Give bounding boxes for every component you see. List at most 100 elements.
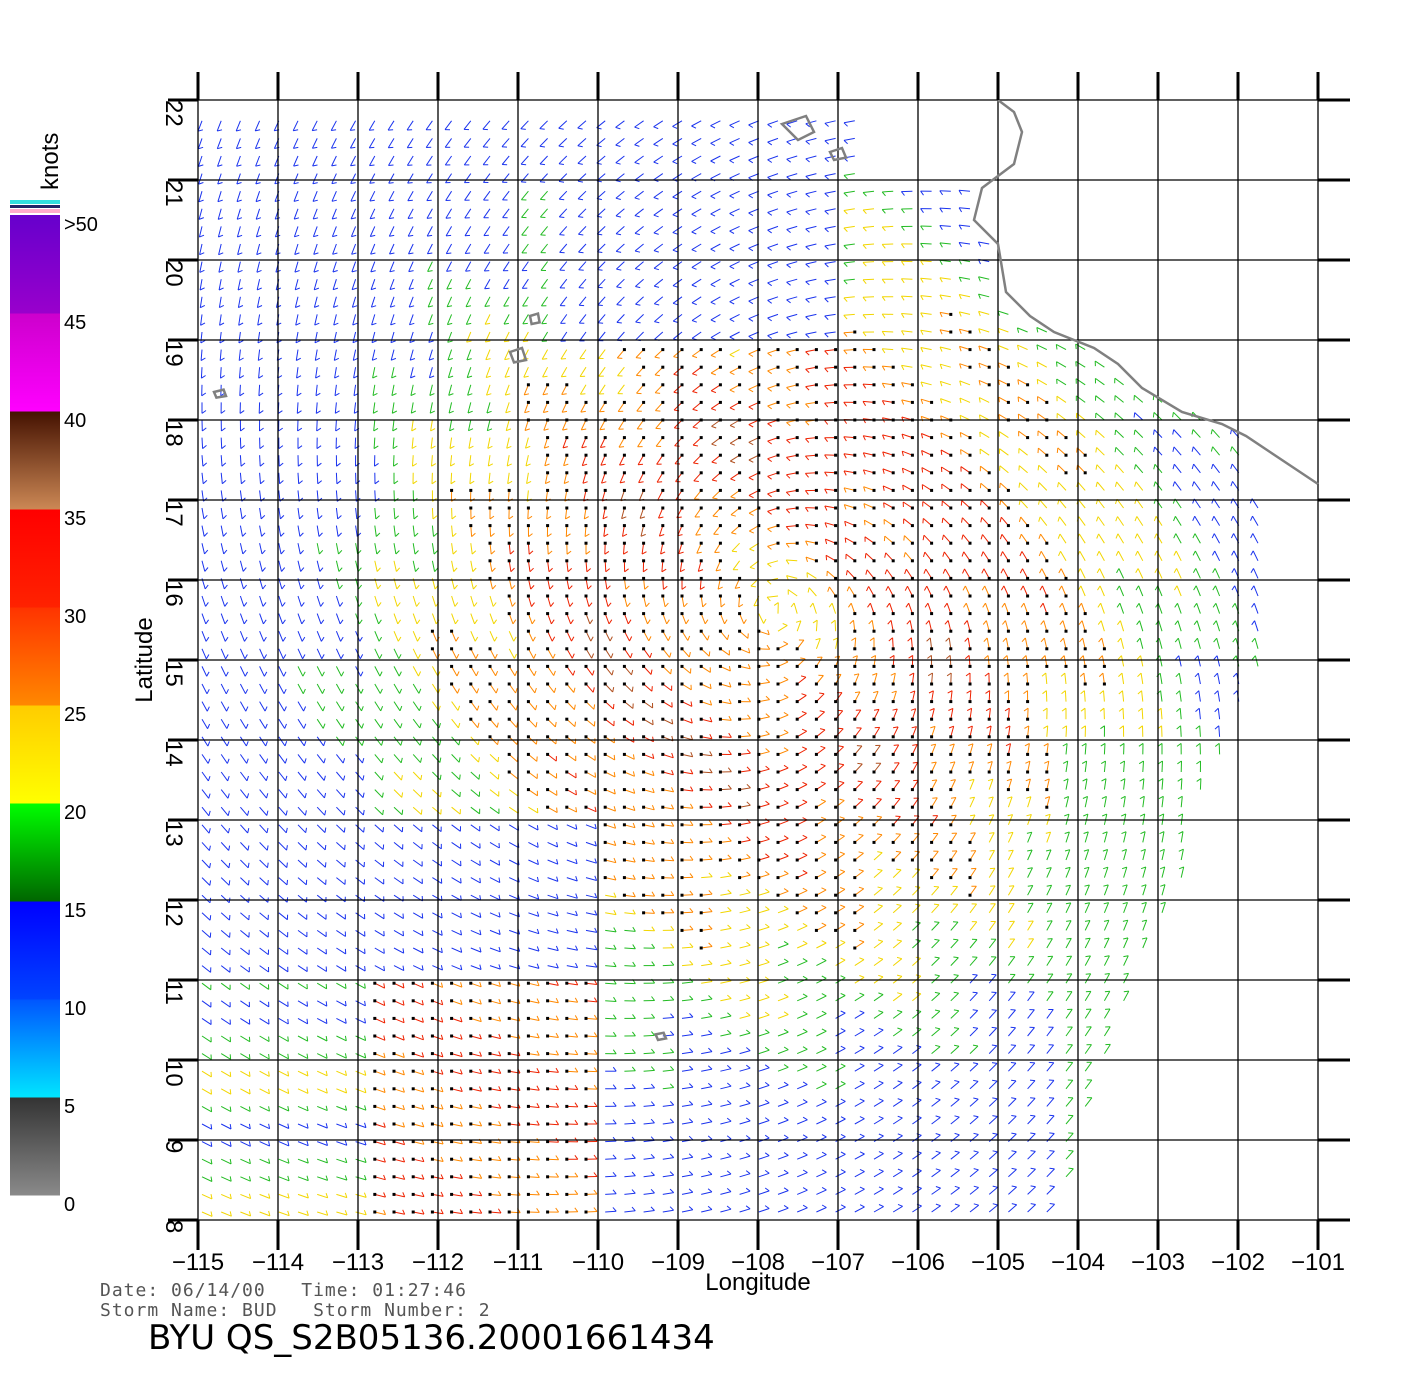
wind-barb-dot: [373, 1087, 377, 1091]
wind-barb-dot: [488, 735, 492, 739]
wind-barb-tick: [460, 1051, 463, 1057]
wind-barb-tick: [284, 741, 288, 747]
wind-barb: [911, 708, 917, 720]
wind-barb: [451, 1105, 463, 1110]
wind-barb-tick: [678, 551, 684, 555]
wind-barb-dot: [968, 559, 972, 563]
wind-barb-tick: [287, 1105, 290, 1112]
wind-barb-tick: [688, 1135, 694, 1141]
wind-barb-tick: [927, 672, 933, 677]
wind-barb-dot: [661, 541, 665, 545]
wind-barb: [890, 620, 894, 632]
wind-barb: [739, 997, 751, 1002]
wind-barb: [796, 694, 807, 703]
wind-barb: [1046, 849, 1052, 861]
wind-barb-tick: [226, 758, 230, 764]
wind-barb-tick: [287, 1123, 290, 1129]
wind-barb-tick: [690, 769, 694, 775]
wind-barb: [220, 1088, 232, 1095]
wind-barb-tick: [730, 514, 736, 517]
wind-barb-tick: [402, 982, 405, 989]
wind-barb: [413, 1211, 425, 1215]
wind-barb-tick: [858, 816, 864, 819]
wind-barb-tick: [715, 569, 722, 572]
wind-barb-dot: [546, 559, 550, 563]
wind-barb-tick: [498, 1068, 502, 1074]
wind-barb: [643, 894, 655, 897]
wind-barb-dot: [526, 1175, 530, 1179]
wind-barb: [316, 947, 327, 955]
wind-barb: [1008, 1009, 1016, 1019]
wind-barb-tick: [262, 584, 267, 590]
wind-barb: [470, 912, 482, 918]
wind-barb: [786, 575, 798, 579]
wind-barb-dot: [526, 1052, 530, 1056]
wind-barb: [835, 1171, 846, 1178]
wind-barb-tick: [479, 860, 481, 866]
wind-barb-dot: [853, 928, 857, 932]
wind-barb: [297, 1123, 309, 1129]
wind-barb-tick: [802, 922, 808, 927]
wind-barb-dot: [891, 506, 895, 510]
wind-barb-tick: [454, 602, 459, 607]
wind-barb-tick: [821, 1010, 827, 1015]
wind-barb: [1027, 1186, 1036, 1195]
wind-barb: [528, 982, 540, 987]
wind-barb-tick: [873, 690, 879, 694]
wind-barb: [828, 586, 837, 597]
wind-barb-tick: [1011, 1185, 1017, 1188]
wind-barb-dot: [661, 805, 665, 809]
wind-barb-dot: [622, 664, 626, 668]
wind-barb-tick: [859, 992, 865, 996]
wind-barb: [905, 568, 913, 579]
wind-barb-dot: [853, 752, 857, 756]
wind-barb-tick: [783, 1099, 789, 1103]
wind-barb-tick: [834, 655, 840, 658]
wind-barb-tick: [1194, 637, 1198, 643]
wind-barb-dot: [1026, 700, 1030, 704]
wind-barb-tick: [555, 1032, 559, 1038]
wind-barb-tick: [1025, 778, 1031, 782]
wind-barb: [739, 839, 751, 843]
wind-barb: [1024, 620, 1029, 632]
wind-barb: [1142, 884, 1147, 896]
wind-barb-dot: [1026, 629, 1030, 633]
wind-barb-dot: [891, 840, 895, 844]
wind-barb-tick: [764, 923, 770, 928]
wind-barb-tick: [223, 567, 228, 572]
wind-barb-tick: [575, 789, 577, 796]
wind-barb: [700, 665, 711, 673]
wind-barb-tick: [1136, 637, 1141, 643]
wind-barb-dot: [718, 805, 722, 809]
wind-barb: [278, 1123, 290, 1129]
wind-barb-tick: [669, 1101, 675, 1106]
wind-barb: [528, 1053, 540, 1056]
wind-barb-dot: [680, 647, 684, 651]
wind-barb-tick: [981, 585, 986, 591]
wind-barb-dot: [776, 647, 780, 651]
wind-barb-tick: [375, 532, 381, 537]
wind-barb: [220, 894, 230, 904]
colorbar-bands: [10, 215, 60, 1196]
wind-barb-dot: [834, 717, 838, 721]
wind-barb: [1039, 516, 1048, 526]
wind-barb: [1142, 866, 1147, 878]
wind-barb-dot: [622, 524, 626, 528]
wind-barb-tick: [383, 1017, 386, 1024]
wind-barb: [278, 982, 289, 990]
wind-barb-dot: [661, 788, 665, 792]
wind-barb: [758, 996, 770, 1002]
wind-barb-tick: [383, 1122, 386, 1128]
wind-barb: [1142, 796, 1145, 808]
wind-barb-tick: [1058, 551, 1061, 557]
wind-barb-dot: [469, 1104, 473, 1108]
wind-barb-dot: [930, 629, 934, 633]
wind-barb: [758, 891, 770, 896]
wind-barb: [432, 912, 443, 919]
wind-barb-dot: [661, 770, 665, 774]
wind-barb-tick: [991, 1044, 997, 1047]
wind-barb-dot: [584, 999, 588, 1003]
wind-barb: [605, 1017, 617, 1020]
wind-barb: [720, 1191, 732, 1195]
wind-barb-dot: [680, 664, 684, 668]
